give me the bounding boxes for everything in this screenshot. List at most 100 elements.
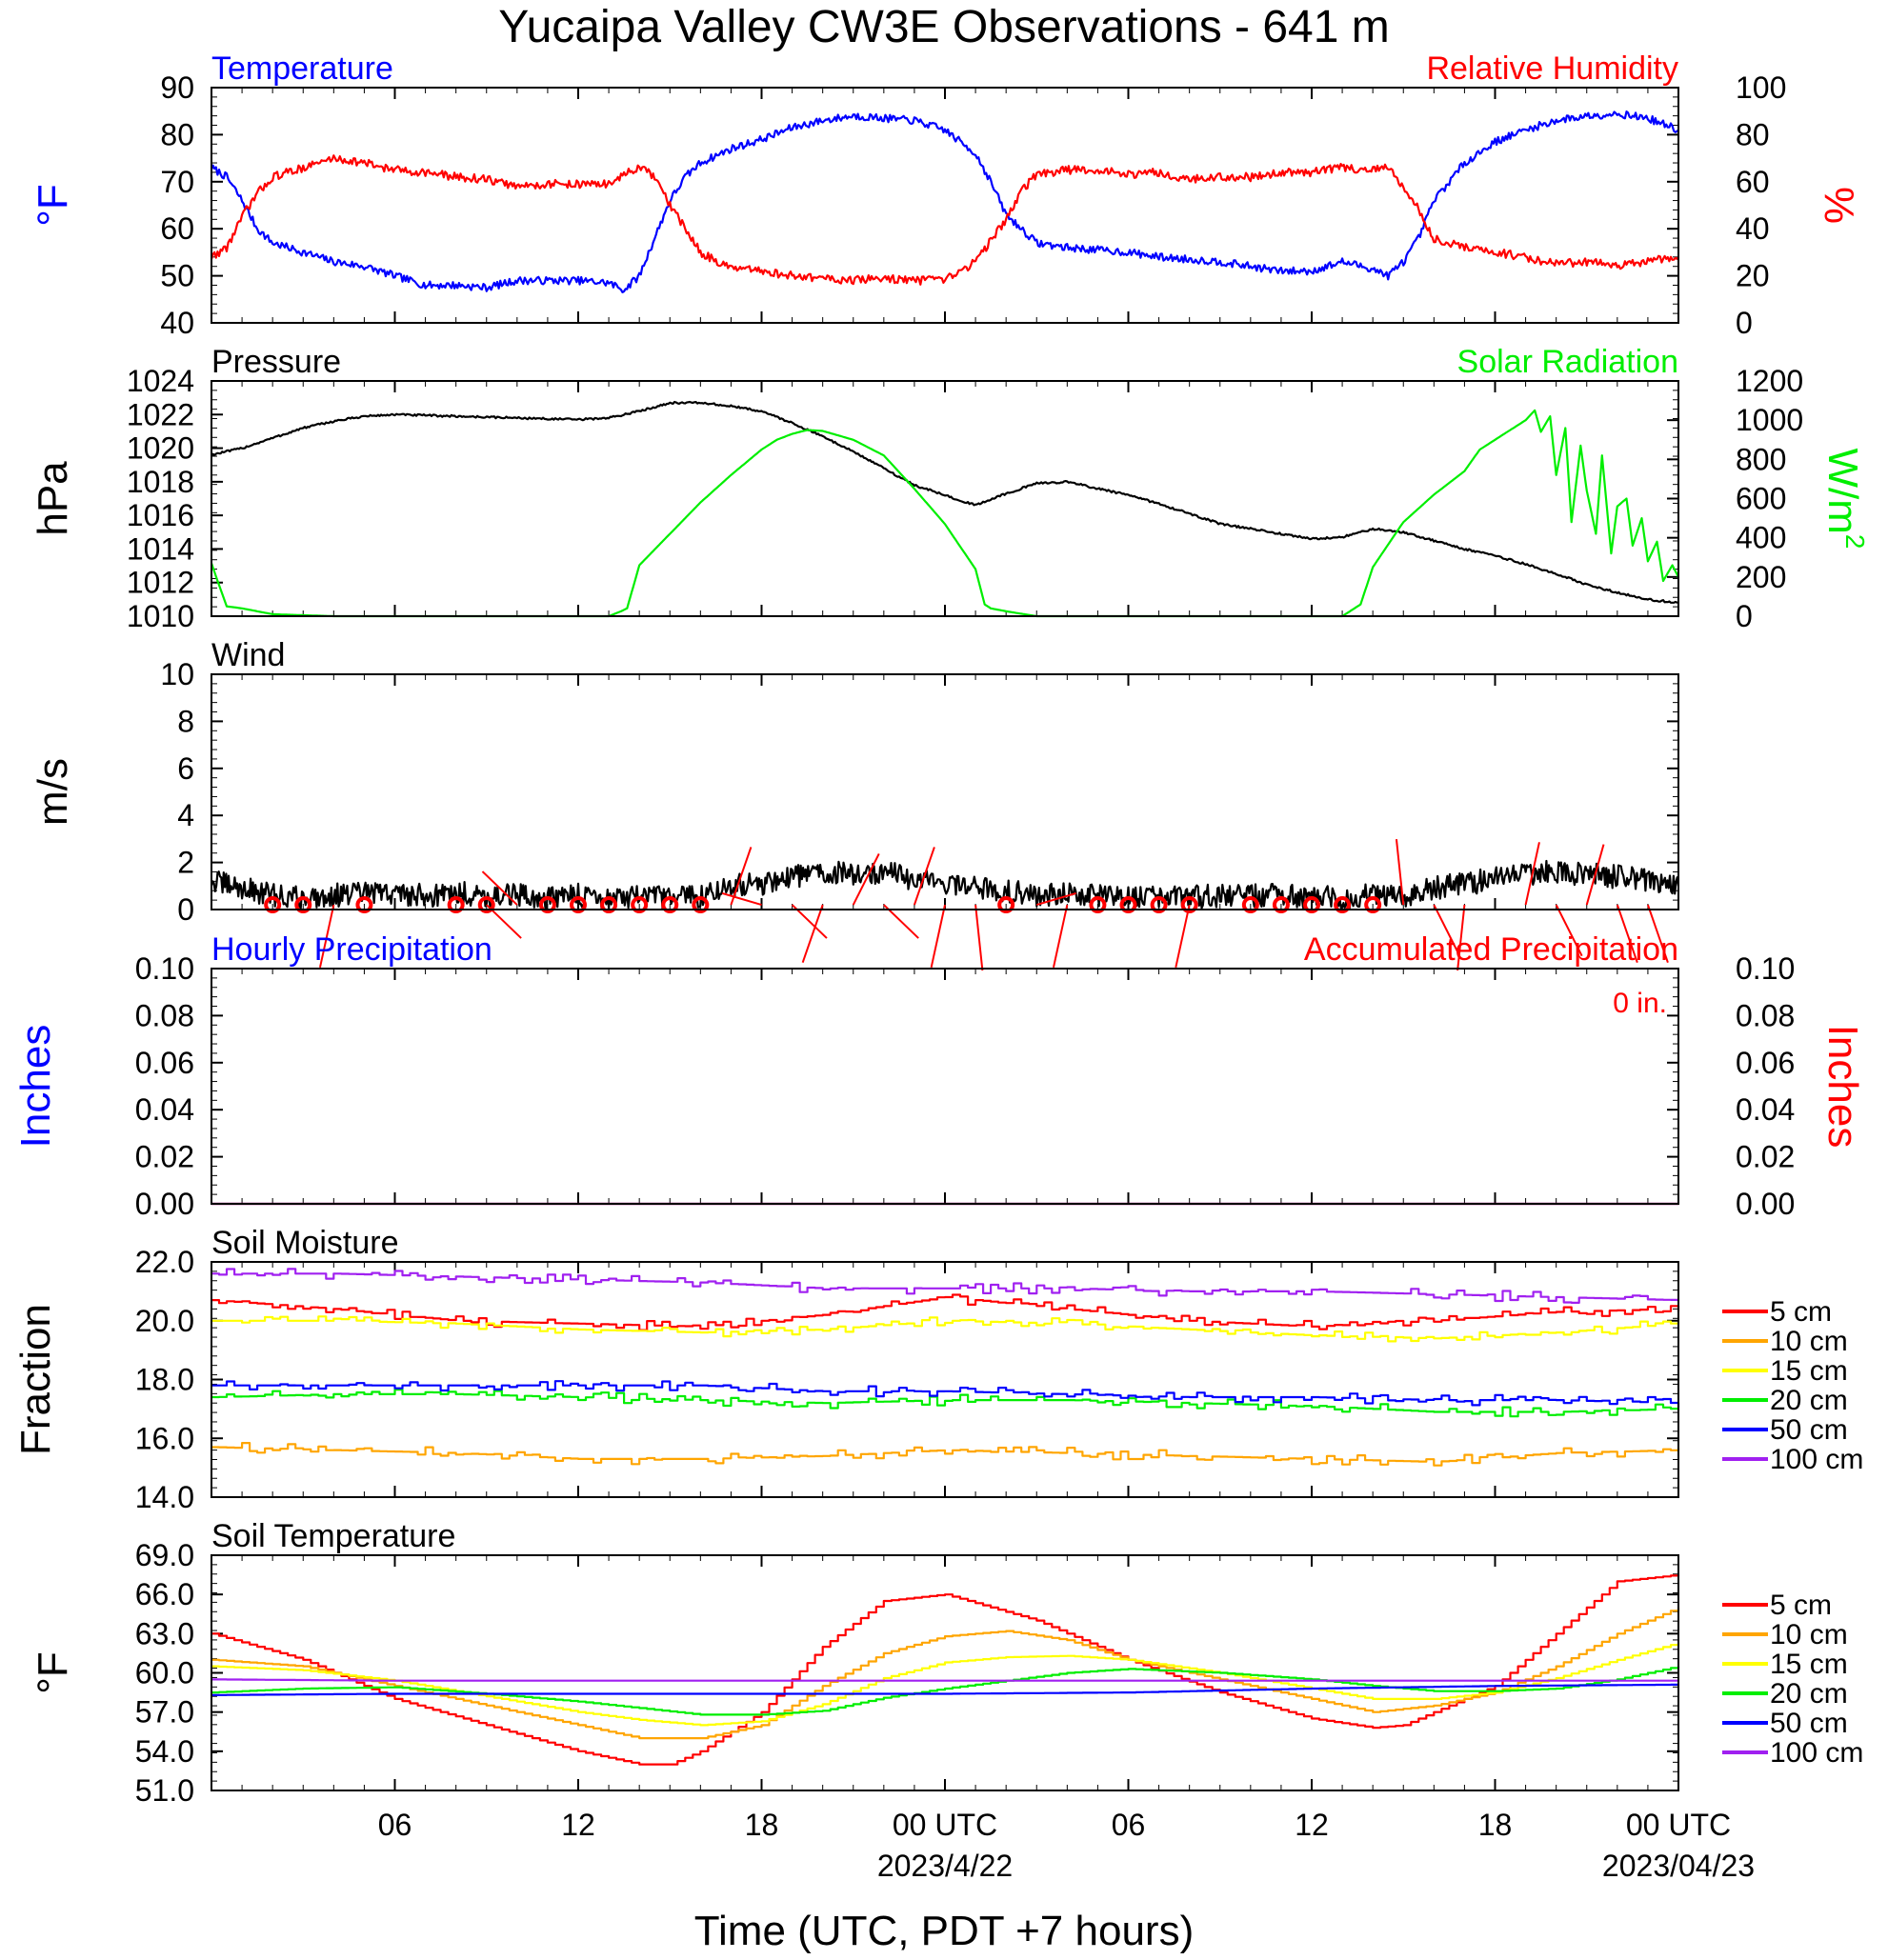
y-tick-label: 8 [177,704,194,738]
y-tick-label: 0.08 [135,998,194,1032]
soil-moisture-left-unit: Fraction [12,1304,59,1455]
calm-wind-marker [1089,896,1107,914]
x-date-label: 2023/4/22 [877,1849,1013,1883]
series-line-20-cm [211,1666,1680,1716]
wind-barb [1052,904,1069,969]
y-tick-label: 2 [177,846,194,880]
precipitation-title: Hourly Precipitation [211,931,492,968]
series-line-15-cm [211,1642,1680,1727]
wind-left-unit: m/s [30,758,76,826]
wind-series [210,859,1680,910]
calm-wind-marker [1150,896,1168,914]
y-tick-label: 70 [160,165,194,199]
x-tick-label: 00 UTC [1626,1808,1731,1842]
series-line-solar-radiation [210,409,1679,618]
calm-wind-marker [600,896,618,914]
calm-wind-marker [1364,896,1382,914]
y2-tick-label: 800 [1736,442,1786,476]
y-tick-label: 50 [160,259,194,293]
y2-tick-label: 20 [1736,259,1770,293]
wind-barb [1175,904,1191,969]
wind-barb [1585,844,1605,906]
accumulated-total: 0 in. [1613,988,1667,1019]
legend-label: 10 cm [1770,1619,1848,1650]
calm-wind-marker [1334,896,1352,914]
y2-tick-label: 0.04 [1736,1092,1795,1127]
y-tick-label: 1012 [127,566,194,600]
pressure-solar-right-title: Solar Radiation [1457,344,1678,380]
y-tick-label: 1018 [127,465,194,499]
series-line-5-cm [211,1293,1680,1331]
y2-tick-label: 1000 [1736,403,1803,437]
y-tick-label: 4 [177,798,194,832]
legend-label: 50 cm [1770,1414,1848,1446]
series-line-15-cm [211,1315,1680,1343]
y-tick-label: 66.0 [135,1577,194,1611]
calm-wind-marker [355,896,373,914]
wind-frame [211,673,1679,910]
series-line-20-cm [211,1389,1680,1418]
wind-barb [1456,904,1466,971]
legend-label: 10 cm [1770,1326,1848,1357]
y2-tick-label: 0.02 [1736,1140,1795,1174]
precipitation-left-unit: Inches [12,1025,59,1149]
calm-wind-marker [1119,896,1137,914]
soil-temperature-series [211,1574,1680,1766]
calm-wind-marker [661,896,679,914]
calm-wind-marker [1272,896,1290,914]
y2-tick-label: 0 [1736,306,1753,340]
y-tick-label: 69.0 [135,1538,194,1572]
calm-wind-marker [294,896,312,914]
x-axis: 06 12 18 00 UTC 06 12 18 00 UTC 2023/4/22 2023/04… [378,1808,1755,1883]
y-tick-label: 60.0 [135,1656,194,1690]
soil-moisture-title: Soil Moisture [211,1225,399,1261]
y-tick-label: 90 [160,70,194,105]
wind-barb [1524,842,1540,906]
y-tick-label: 0.02 [135,1140,194,1174]
series-line-100-cm [211,1268,1680,1304]
legend-label: 100 cm [1770,1737,1863,1769]
temperature-rh-panel: 40 50 60 70 80 90 0 20 40 60 80 100 Temperature Relat… [30,50,1862,340]
calm-wind-marker [1180,896,1198,914]
y-tick-label: 0 [177,892,194,927]
series-line-10-cm [211,1442,1680,1467]
y2-tick-label: 0.06 [1736,1046,1795,1080]
pressure-solar-left-unit: hPa [30,461,76,536]
pressure-solar-series [210,400,1679,618]
x-date-label: 2023/04/23 [1602,1849,1755,1883]
temperature-rh-series [210,110,1679,293]
y2-tick-label: 60 [1736,165,1770,199]
series-line-temperature [210,110,1679,293]
legend-label: 20 cm [1770,1678,1848,1710]
y-tick-label: 14.0 [135,1480,194,1514]
y2-tick-label: 0.10 [1736,951,1795,986]
y2-tick-label: 1200 [1736,364,1803,398]
wind-barb [721,891,762,907]
temperature-rh-right-unit: % [1816,187,1862,224]
temperature-rh-left-unit: °F [30,184,76,226]
y-tick-label: 51.0 [135,1773,194,1808]
y-tick-label: 54.0 [135,1734,194,1769]
y-tick-label: 1016 [127,498,194,532]
y-tick-label: 1020 [127,431,194,466]
legend-label: 20 cm [1770,1385,1848,1416]
x-axis-label: Time (UTC, PDT +7 hours) [694,1908,1194,1954]
y-tick-label: 57.0 [135,1695,194,1730]
y-tick-label: 60 [160,211,194,246]
y-tick-label: 1014 [127,531,194,566]
series-line-5-cm [211,1574,1680,1766]
y-tick-label: 0.10 [135,951,194,986]
calm-wind-marker [1241,896,1259,914]
legend-label: 50 cm [1770,1708,1848,1739]
legend-label: 5 cm [1770,1296,1832,1328]
y2-tick-label: 0 [1736,599,1753,633]
temperature-rh-right-title: Relative Humidity [1426,50,1678,87]
precipitation-frame [211,968,1679,1205]
calm-wind-marker [631,896,649,914]
wind-barb [913,847,935,906]
y-tick-label: 20.0 [135,1304,194,1338]
pressure-solar-title: Pressure [211,344,341,380]
